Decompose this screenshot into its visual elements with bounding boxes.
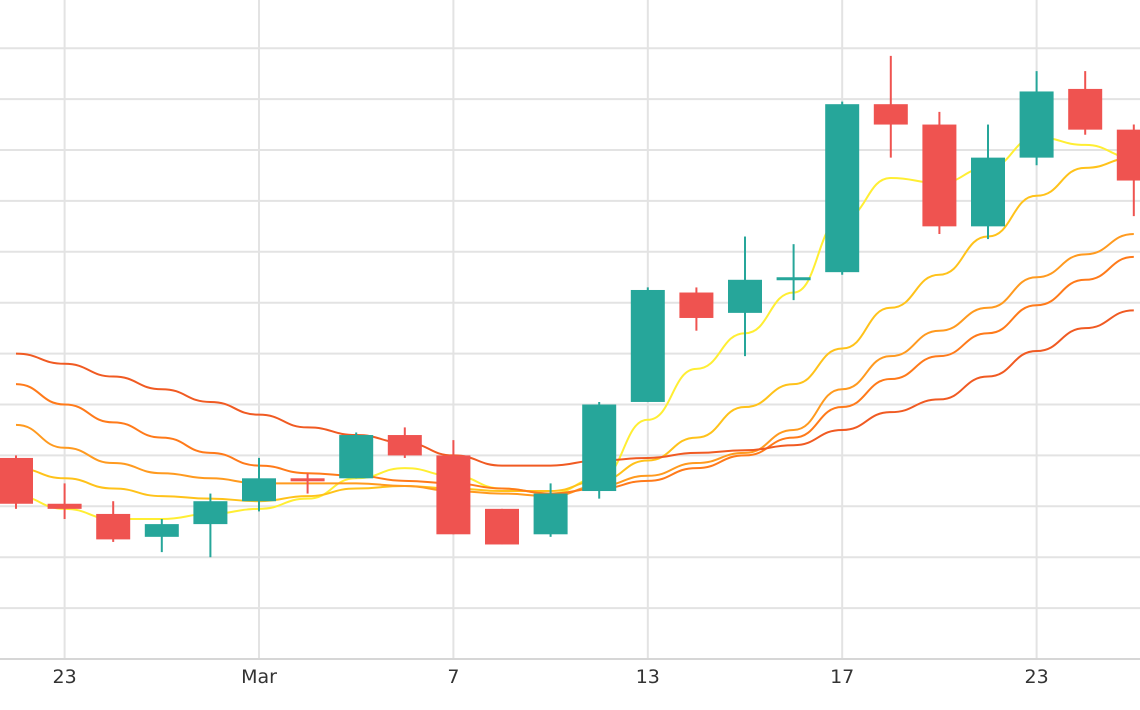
candle	[971, 124, 1005, 240]
candle-body-down	[47, 503, 82, 509]
candle	[825, 101, 860, 275]
moving-average-line-4	[15, 255, 1134, 495]
candle-body-up	[242, 478, 276, 502]
candle	[485, 508, 519, 545]
candle	[533, 483, 568, 537]
candle-body-up	[339, 435, 374, 479]
candle-body-up	[776, 277, 811, 281]
candle-body-down	[436, 455, 471, 535]
moving-average-line-2	[15, 156, 1134, 503]
candle-body-up	[971, 157, 1005, 227]
moving-average-line-3	[15, 232, 1134, 498]
x-tick-label: 17	[830, 666, 854, 688]
candle	[1068, 71, 1103, 135]
moving-average-layer	[15, 136, 1134, 521]
candle	[0, 455, 33, 509]
candle-body-down	[922, 124, 957, 227]
candle	[582, 401, 617, 499]
candle-body-up	[582, 404, 617, 492]
candle-body-up	[825, 104, 860, 273]
candle-body-down	[1068, 88, 1103, 130]
candle-body-down	[387, 435, 422, 456]
candle	[1019, 71, 1054, 166]
candle	[193, 493, 228, 558]
candle	[776, 244, 811, 301]
candle	[630, 287, 665, 402]
candle-body-up	[1019, 91, 1054, 158]
candle	[339, 432, 374, 479]
candle-body-down	[0, 457, 33, 504]
candle-layer	[0, 55, 1140, 558]
candle	[144, 519, 179, 553]
candle	[290, 473, 325, 494]
candle-body-down	[290, 478, 325, 482]
candle	[96, 501, 131, 542]
candle	[47, 483, 82, 520]
candle	[728, 236, 762, 357]
x-tick-label: 23	[53, 666, 77, 688]
moving-average-line-5	[15, 309, 1134, 467]
candle-body-down	[679, 292, 714, 318]
x-tick-label: 13	[636, 666, 660, 688]
candle	[387, 427, 422, 458]
candle	[436, 440, 471, 535]
x-tick-label: Mar	[241, 666, 277, 688]
grid-layer	[0, 0, 1140, 660]
candle	[873, 55, 908, 158]
x-tick-label: 7	[447, 666, 459, 688]
candle-body-down	[1116, 129, 1140, 181]
moving-average-line-1	[15, 136, 1134, 521]
candle-body-up	[144, 524, 179, 537]
candle	[242, 457, 276, 512]
candle-body-up	[193, 501, 228, 525]
candle-body-down	[873, 104, 908, 125]
candle	[1116, 124, 1140, 217]
candle	[922, 111, 957, 234]
candle	[679, 287, 714, 331]
candle-body-down	[485, 508, 519, 545]
candle-body-down	[96, 513, 131, 540]
candle-body-up	[533, 493, 568, 535]
candle-body-up	[630, 289, 665, 402]
candle-body-up	[728, 279, 762, 313]
x-tick-label: 23	[1025, 666, 1049, 688]
x-axis: 23 Mar 7 13 17 23	[53, 666, 1049, 688]
